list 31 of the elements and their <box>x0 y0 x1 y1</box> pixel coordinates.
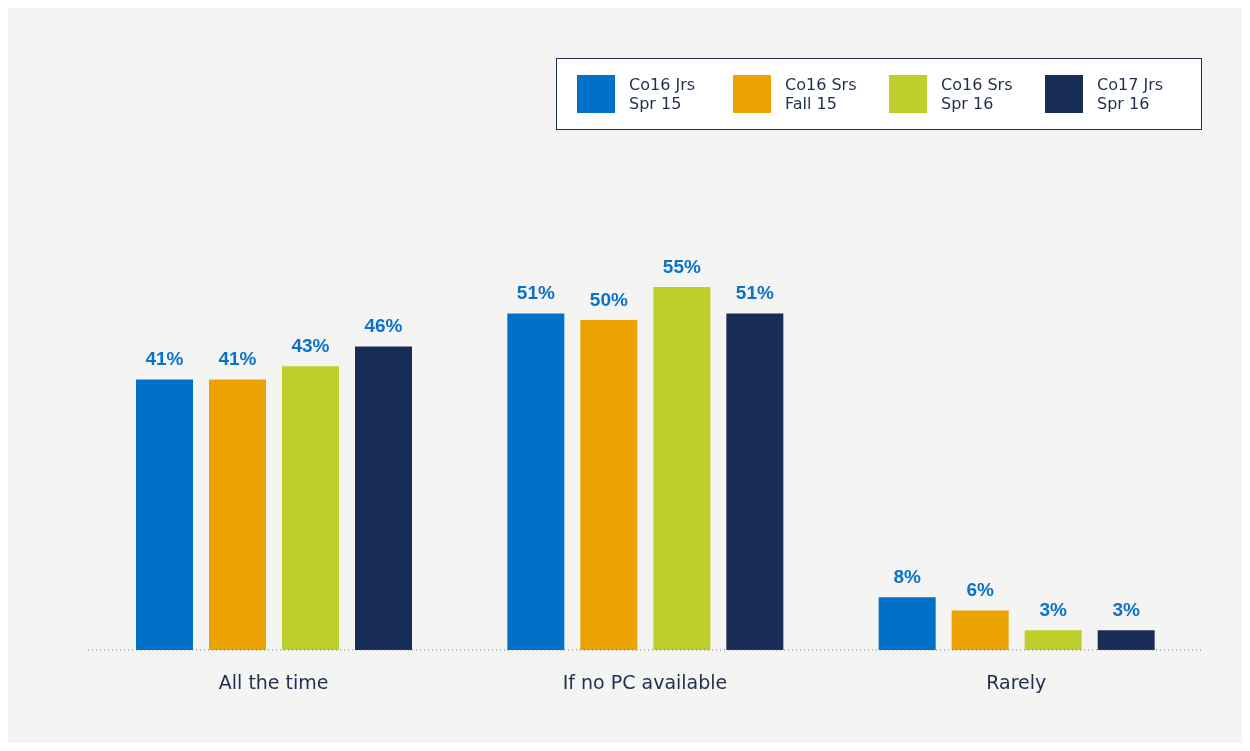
bar <box>726 313 784 650</box>
bar <box>1097 630 1155 650</box>
legend-label: Co17 Jrs Spr 16 <box>1097 75 1165 113</box>
data-label: 55% <box>662 256 701 277</box>
legend-label: Co16 Jrs Spr 15 <box>629 75 697 113</box>
bar <box>282 366 339 650</box>
legend-label: Co16 Srs Spr 16 <box>941 75 1014 113</box>
bar <box>653 287 711 650</box>
legend-label: Co16 Srs Fall 15 <box>785 75 858 113</box>
x-tick-label: Rarely <box>986 671 1047 694</box>
data-label: 51% <box>516 282 555 304</box>
bar <box>580 320 638 650</box>
data-label: 41% <box>218 348 257 370</box>
bar <box>951 610 1009 650</box>
bar <box>878 597 936 650</box>
data-label: 51% <box>735 282 774 304</box>
bar <box>507 313 565 650</box>
bar <box>1024 630 1082 650</box>
data-label: 50% <box>589 289 628 310</box>
x-tick-label: If no PC available <box>562 671 728 694</box>
data-label: 46% <box>364 315 403 337</box>
data-label: 43% <box>291 335 330 357</box>
data-label: 41% <box>145 348 184 370</box>
bar <box>209 379 266 650</box>
x-tick-label: All the time <box>218 671 329 694</box>
data-label: 8% <box>893 566 921 588</box>
bar <box>355 346 412 650</box>
bar <box>136 379 193 650</box>
data-label: 6% <box>966 579 994 601</box>
data-label: 3% <box>1112 599 1140 621</box>
data-label: 3% <box>1039 599 1067 621</box>
